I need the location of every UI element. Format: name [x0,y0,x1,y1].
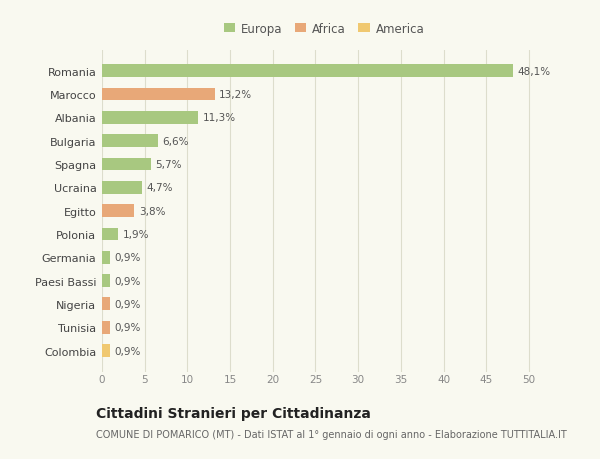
Bar [102,89,215,101]
Text: 11,3%: 11,3% [203,113,236,123]
Text: 0,9%: 0,9% [114,299,140,309]
Text: COMUNE DI POMARICO (MT) - Dati ISTAT al 1° gennaio di ogni anno - Elaborazione T: COMUNE DI POMARICO (MT) - Dati ISTAT al … [96,429,567,439]
Bar [102,344,110,357]
Text: 0,9%: 0,9% [114,276,140,286]
Text: 5,7%: 5,7% [155,160,181,169]
Text: 48,1%: 48,1% [517,67,550,77]
Bar [102,251,110,264]
Bar [102,274,110,287]
Legend: Europa, Africa, America: Europa, Africa, America [219,18,429,40]
Text: 6,6%: 6,6% [163,136,189,146]
Bar [102,321,110,334]
Text: 3,8%: 3,8% [139,206,165,216]
Text: 0,9%: 0,9% [114,253,140,263]
Text: 1,9%: 1,9% [122,230,149,240]
Bar [102,205,134,218]
Text: 0,9%: 0,9% [114,346,140,356]
Bar [102,228,118,241]
Bar [102,181,142,194]
Bar [102,65,513,78]
Text: 4,7%: 4,7% [146,183,173,193]
Bar [102,298,110,311]
Bar [102,112,199,124]
Text: 0,9%: 0,9% [114,323,140,332]
Text: Cittadini Stranieri per Cittadinanza: Cittadini Stranieri per Cittadinanza [96,406,371,420]
Bar [102,135,158,148]
Bar [102,158,151,171]
Text: 13,2%: 13,2% [219,90,252,100]
